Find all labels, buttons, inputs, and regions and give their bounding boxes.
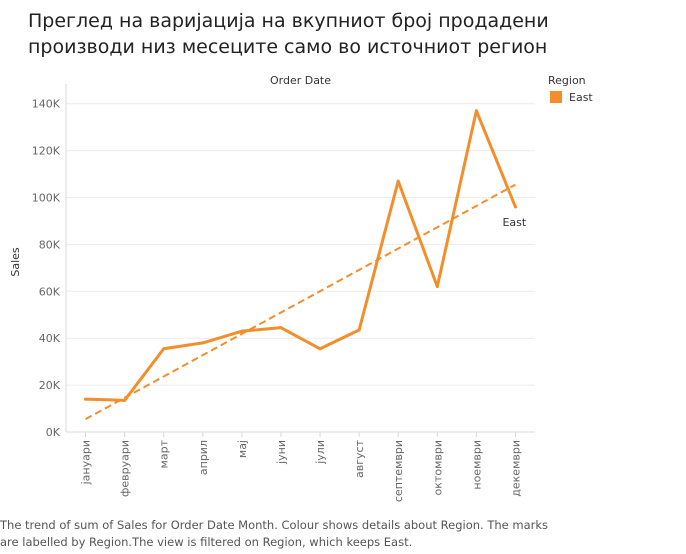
series-line-east bbox=[84, 109, 517, 402]
legend-title: Region bbox=[548, 74, 586, 87]
data-point bbox=[84, 397, 88, 401]
y-tick-label: 140K bbox=[32, 98, 61, 111]
data-point bbox=[435, 285, 439, 289]
chart-title: Преглед на варијација на вкупниот број п… bbox=[28, 8, 568, 60]
chart-caption: The trend of sum of Sales for Order Date… bbox=[0, 517, 686, 551]
column-header: Order Date bbox=[270, 74, 331, 87]
x-tick-label: јуни bbox=[275, 440, 288, 465]
x-tick-label: август bbox=[353, 439, 366, 478]
caption-line-2: are labelled by Region.The view is filte… bbox=[0, 535, 413, 549]
x-tick-label: февруари bbox=[119, 440, 132, 497]
data-point bbox=[201, 341, 205, 345]
chart-title-line-2: производи низ месеците само во источниот… bbox=[28, 36, 548, 58]
data-point bbox=[240, 329, 244, 333]
trend-line bbox=[85, 183, 516, 420]
data-point bbox=[162, 347, 166, 351]
x-tick-label: октомври bbox=[431, 440, 444, 495]
series-end-label: East bbox=[502, 216, 526, 229]
line-chart: Order Date 0K 20K 40K 60K 80K 100K 120K 140K Sale… bbox=[9, 74, 593, 502]
x-tick-label: септември bbox=[392, 440, 405, 502]
x-tick-label: ноември bbox=[470, 440, 483, 490]
data-point bbox=[474, 109, 478, 113]
caption-line-1: The trend of sum of Sales for Order Date… bbox=[0, 518, 549, 532]
y-tick-label: 100K bbox=[32, 192, 61, 205]
x-tick-label: март bbox=[158, 439, 171, 468]
y-axis-title: Sales bbox=[9, 247, 22, 277]
y-tick-label: 80K bbox=[39, 238, 61, 251]
data-point bbox=[357, 328, 361, 332]
data-point bbox=[396, 179, 400, 183]
data-point bbox=[318, 347, 322, 351]
x-tick-label: декември bbox=[509, 440, 522, 497]
x-tick-label: мај bbox=[236, 440, 249, 458]
chart-title-line-1: Преглед на варијација на вкупниот број п… bbox=[28, 10, 549, 32]
x-tick-label: април bbox=[197, 440, 210, 475]
data-point bbox=[123, 398, 127, 402]
y-tick-label: 120K bbox=[32, 145, 61, 158]
legend-label: East bbox=[569, 91, 593, 104]
data-point bbox=[279, 326, 283, 330]
x-tick-label: јули bbox=[314, 440, 327, 465]
x-tick-label: јануари bbox=[80, 440, 93, 485]
legend-swatch bbox=[550, 91, 562, 103]
y-tick-label: 60K bbox=[39, 285, 61, 298]
y-tick-label: 40K bbox=[39, 332, 61, 345]
data-point bbox=[513, 205, 517, 209]
y-tick-label: 20K bbox=[39, 379, 61, 392]
y-tick-label: 0K bbox=[46, 426, 61, 439]
